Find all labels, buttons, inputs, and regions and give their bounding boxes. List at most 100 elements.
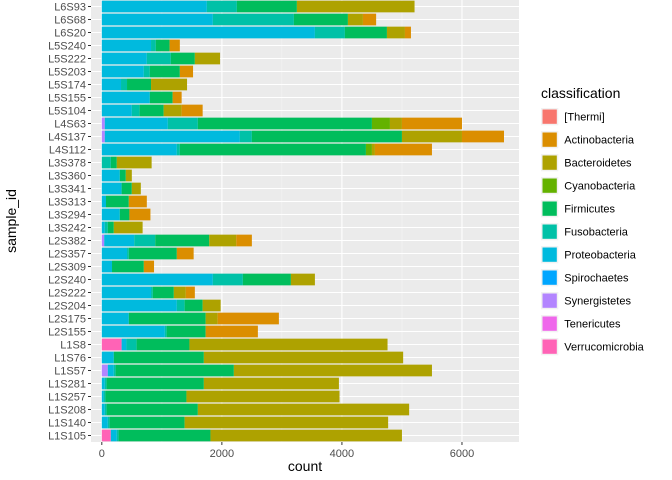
bar-l1s140-firmicutes [109,416,185,429]
legend-label-cyanobacteria: Cyanobacteria [564,181,636,193]
bar-l2s382-synergistetes [101,234,105,247]
bar-l2s204-proteobacteria [101,299,177,312]
bar-l1s208-firmicutes [106,403,198,416]
bar-l3s294-actinobacteria [129,208,151,221]
legend-swatch-actinobacteria [542,132,557,147]
y-tick-label: L3S341 [48,184,86,196]
bar-l2s382-bacteroidetes [209,234,237,247]
bar-l2s155-actinobacteria [205,325,258,338]
x-axis-ticks: 0 2000 4000 6000 [99,442,474,460]
bar-l4s137-fusobacteria [239,130,252,143]
legend-label-proteobacteria: Proteobacteria [564,250,636,262]
bar-l1s281-proteobacteria [101,377,105,390]
y-tick-label: L6S93 [54,2,86,14]
bar-l2s155-fusobacteria [164,325,167,338]
bar-l5s240-fusobacteria [151,39,156,52]
y-tick-label: L4S137 [48,132,86,144]
bar-l2s357-proteobacteria [101,247,128,260]
y-tick-label: L2S240 [48,275,86,287]
bar-l5s155-actinobacteria [172,91,182,104]
bar-l6s68-actinobacteria [362,13,377,26]
y-tick-label: L4S112 [49,145,86,157]
bar-l1s140-bacteroidetes [184,416,389,429]
bar-l2s222-proteobacteria [101,286,152,299]
legend-label-thermi: [Thermi] [564,112,604,124]
bar-l3s341-bacteroidetes [131,182,141,195]
legend-swatch-cyanobacteria [542,178,557,193]
legend-label-firmicutes: Firmicutes [564,204,615,216]
bar-l3s378-fusobacteria [101,156,111,169]
legend-label-synergistetes: Synergistetes [564,296,631,308]
bar-l5s104-actinobacteria [181,104,203,117]
y-axis-ticks: L6S93L6S68L6S20L5S240L5S222L5S203L5S174L… [48,2,91,443]
legend-label-bacteroidetes: Bacteroidetes [564,158,632,170]
y-tick-label: L3S313 [48,197,86,209]
bar-l2s222-firmicutes [152,286,174,299]
bar-l1s105-proteobacteria [110,429,117,442]
bar-l5s104-bacteroidetes [163,104,182,117]
bar-l1s8-firmicutes [136,338,190,351]
y-tick-label: L1S257 [48,392,86,404]
legend-swatch-firmicutes [542,201,557,216]
bar-l4s112-firmicutes [179,143,366,156]
bar-l3s378-firmicutes [110,156,117,169]
y-tick-label: L2S382 [48,236,86,248]
bar-l1s281-bacteroidetes [203,377,339,390]
bar-l1s105-fusobacteria [116,429,119,442]
bar-l4s137-synergistetes [101,130,105,143]
bar-l6s68-bacteroidetes [347,13,363,26]
bar-l1s257-bacteroidetes [186,390,340,403]
bar-l6s20-bacteroidetes [386,26,405,39]
y-tick-label: L5S240 [48,41,86,53]
bar-l1s105-verrucomicrobia [101,429,111,442]
legend-swatch-synergistetes [542,293,557,308]
bar-l3s294-proteobacteria [101,208,120,221]
bar-l5s104-fusobacteria [131,104,140,117]
legend-label-verrucomicrobia: Verrucomicrobia [564,342,644,354]
y-tick-label: L2S175 [48,314,86,326]
bar-l1s208-proteobacteria [101,403,105,416]
y-tick-label: L5S104 [48,106,86,118]
legend-swatch-proteobacteria [542,247,557,262]
bar-l4s63-cyanobacteria [371,117,390,130]
bar-l2s382-actinobacteria [236,234,252,247]
bar-l3s242-firmicutes [107,221,114,234]
bar-l3s341-proteobacteria [101,182,122,195]
bar-l2s309-actinobacteria [143,260,155,273]
bar-l5s222-proteobacteria [101,52,147,65]
y-tick-label: L1S105 [48,431,86,443]
y-tick-label: L4S63 [54,119,86,131]
y-tick-label: L3S360 [48,171,86,183]
y-axis-title: sample_id [3,189,19,253]
bar-l1s257-firmicutes [105,390,187,403]
bar-l2s382-fusobacteria [134,234,156,247]
bar-l4s63-fusobacteria [167,117,198,130]
y-tick-label: L1S208 [48,405,86,417]
bar-l5s104-proteobacteria [101,104,132,117]
bar-l5s174-fusobacteria [121,78,128,91]
y-tick-label: L2S309 [48,262,86,274]
bar-l2s204-fusobacteria [176,299,185,312]
bar-l6s93-bacteroidetes [296,0,415,13]
bar-l1s208-bacteroidetes [197,403,410,416]
bar-l3s313-proteobacteria [101,195,107,208]
bar-l5s104-firmicutes [139,104,164,117]
bar-l1s208-fusobacteria [104,403,107,416]
bar-l1s8-bacteroidetes [189,338,388,351]
bar-l2s309-proteobacteria [101,260,113,273]
bar-l4s63-firmicutes [197,117,372,130]
bar-l4s63-bacteroidetes [389,117,402,130]
bar-l1s8-fusobacteria [126,338,137,351]
bar-l1s8-verrucomicrobia [101,338,122,351]
bar-l1s140-proteobacteria [101,416,108,429]
bar-l5s222-fusobacteria [146,52,171,65]
bar-l3s294-firmicutes [119,208,130,221]
bar-l6s68-firmicutes [293,13,348,26]
bar-l6s93-firmicutes [236,0,297,13]
bar-l3s360-firmicutes [119,169,126,182]
bar-l4s112-bacteroidetes [371,143,375,156]
bar-l2s240-firmicutes [242,273,291,286]
bar-l5s240-actinobacteria [169,39,180,52]
bar-l4s63-actinobacteria [401,117,462,130]
bar-l6s68-proteobacteria [101,13,213,26]
